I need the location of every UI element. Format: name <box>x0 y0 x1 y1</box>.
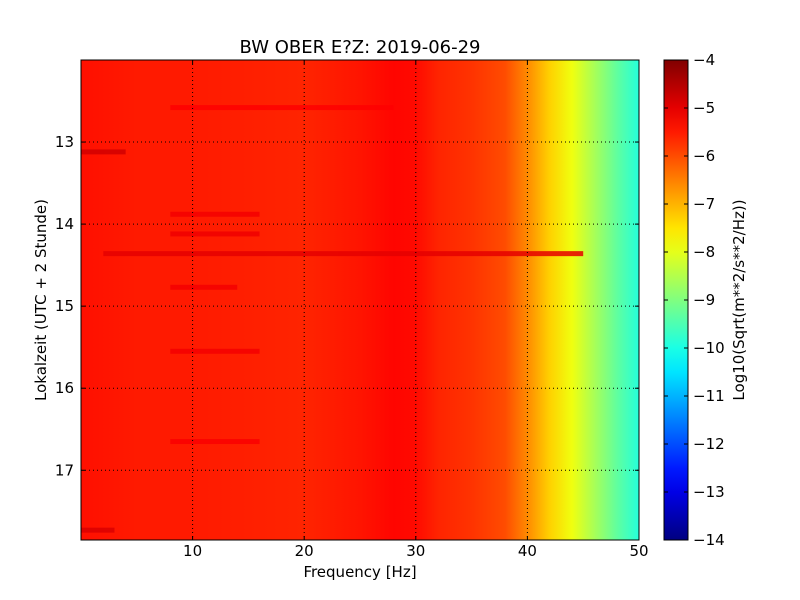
grid-lines <box>81 60 640 540</box>
heatmap-band <box>170 348 260 354</box>
x-axis-ticks: 10 20 30 40 50 <box>183 60 649 560</box>
y-tick-label: 13 <box>55 133 74 151</box>
x-tick-label: 40 <box>518 542 537 560</box>
colorbar-tick-label: −6 <box>693 147 715 165</box>
colorbar-tick-label: −8 <box>693 243 715 261</box>
heatmap-bands <box>81 105 584 533</box>
heatmap-band <box>103 251 584 257</box>
plot-frame <box>80 59 640 541</box>
colorbar-tick-label: −4 <box>693 51 715 69</box>
heatmap-band <box>170 284 238 290</box>
colorbar-ticks: −4 −5 −6 −7 −8 −9 −10 −11 −12 −13 −14 <box>664 51 725 549</box>
x-axis-label: Frequency [Hz] <box>303 563 416 581</box>
colorbar-tick-label: −13 <box>693 483 725 501</box>
heatmap-band <box>170 439 260 445</box>
x-tick-label: 50 <box>629 542 648 560</box>
plot-area <box>80 59 640 541</box>
x-tick-label: 30 <box>406 542 425 560</box>
y-tick-label: 14 <box>55 215 74 233</box>
colorbar: −4 −5 −6 −7 −8 −9 −10 −11 −12 −13 −14 Log10(Sqrt(m… <box>663 51 748 549</box>
colorbar-tick-label: −10 <box>693 339 725 357</box>
x-tick-label: 20 <box>295 542 314 560</box>
y-tick-label: 16 <box>55 379 74 397</box>
y-axis-label: Lokalzeit (UTC + 2 Stunde) <box>32 199 50 401</box>
heatmap-band <box>81 527 115 533</box>
heatmap-band <box>170 231 260 237</box>
colorbar-tick-label: −14 <box>693 531 725 549</box>
colorbar-tick-label: −11 <box>693 387 725 405</box>
chart-title: BW OBER E?Z: 2019-06-29 <box>240 37 481 58</box>
x-tick-label: 10 <box>183 542 202 560</box>
heatmap-band <box>81 149 126 155</box>
y-axis-ticks: 13 14 15 16 17 <box>55 133 639 479</box>
colorbar-tick-label: −9 <box>693 291 715 309</box>
y-tick-label: 15 <box>55 297 74 315</box>
heatmap-band <box>170 211 260 217</box>
colorbar-tick-label: −7 <box>693 195 715 213</box>
y-tick-label: 17 <box>55 461 74 479</box>
colorbar-tick-label: −12 <box>693 435 725 453</box>
colorbar-label: Log10(Sqrt(m**2/s**2/Hz)) <box>730 199 748 400</box>
heatmap-band <box>170 105 394 111</box>
heatmap-base <box>81 60 639 540</box>
colorbar-tick-label: −5 <box>693 99 715 117</box>
